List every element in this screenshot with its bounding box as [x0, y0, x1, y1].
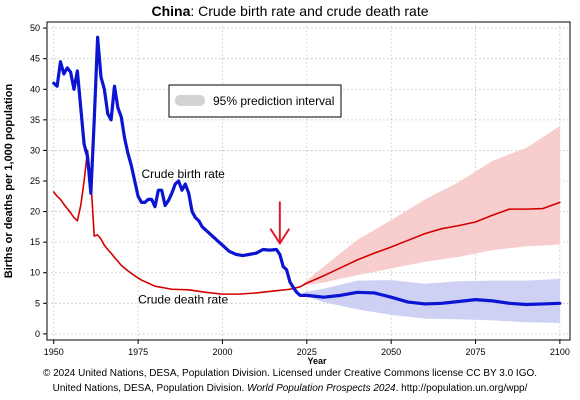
x-tick-label: 2100 — [550, 347, 570, 357]
chart-title-country: China — [151, 3, 191, 19]
x-tick-label: 2075 — [466, 347, 486, 357]
annotation-birth-label: Crude birth rate — [141, 167, 225, 181]
x-axis: 1950 1975 2000 2025 2050 2075 2100 — [44, 340, 570, 357]
arrow-head — [269, 228, 290, 245]
y-tick-label: 5 — [35, 298, 40, 308]
legend-swatch-interval — [175, 95, 205, 106]
annotations: Crude birth rate Crude death rate — [138, 167, 228, 306]
footer-citation-title: World Population Prospects 2024 — [247, 383, 396, 394]
y-tick-label: 35 — [30, 115, 40, 125]
x-axis-label: Year — [307, 356, 327, 366]
arrow-annotation — [269, 201, 290, 245]
x-tick-label: 2000 — [212, 347, 232, 357]
footer-citation: United Nations, DESA, Population Divisio… — [0, 381, 580, 396]
y-axis: 0 5 10 15 20 25 30 35 40 45 50 — [30, 23, 47, 339]
series-line-death — [52, 149, 561, 295]
y-tick-label: 20 — [30, 207, 40, 217]
chart-title: China: Crude birth rate and crude death … — [0, 3, 580, 19]
y-tick-label: 10 — [30, 268, 40, 278]
y-tick-label: 0 — [35, 329, 40, 339]
y-tick-label: 50 — [30, 23, 40, 33]
x-tick-label: 1950 — [44, 347, 64, 357]
y-tick-label: 45 — [30, 54, 40, 64]
legend: 95% prediction interval — [168, 84, 342, 118]
chart-title-text: : Crude birth rate and crude death rate — [190, 3, 429, 19]
y-tick-label: 40 — [30, 84, 40, 94]
annotation-death-label: Crude death rate — [138, 292, 228, 306]
y-tick-label: 25 — [30, 176, 40, 186]
series-lines — [52, 35, 562, 307]
footer: © 2024 United Nations, DESA, Population … — [0, 366, 580, 396]
series-line-birth — [52, 35, 562, 307]
x-tick-label: 2025 — [297, 347, 317, 357]
prediction-band-death — [303, 125, 560, 286]
footer-citation-url: . http://population.un.org/wpp/ — [395, 383, 528, 394]
prediction-band-birth — [303, 278, 560, 323]
y-tick-label: 15 — [30, 237, 40, 247]
prediction-bands — [303, 125, 560, 323]
footer-citation-pre: United Nations, DESA, Population Divisio… — [52, 383, 248, 394]
y-tick-label: 30 — [30, 145, 40, 155]
x-tick-label: 1975 — [128, 347, 148, 357]
chart-plot: 1950 1975 2000 2025 2050 2075 2100 05101520253… — [3, 21, 571, 366]
grid-lines — [47, 22, 570, 340]
y-axis-label: Births or deaths per 1,000 population — [3, 84, 15, 279]
footer-copyright: © 2024 United Nations, DESA, Population … — [42, 368, 538, 379]
x-tick-label: 2050 — [381, 347, 401, 357]
legend-label: 95% prediction interval — [213, 94, 334, 108]
